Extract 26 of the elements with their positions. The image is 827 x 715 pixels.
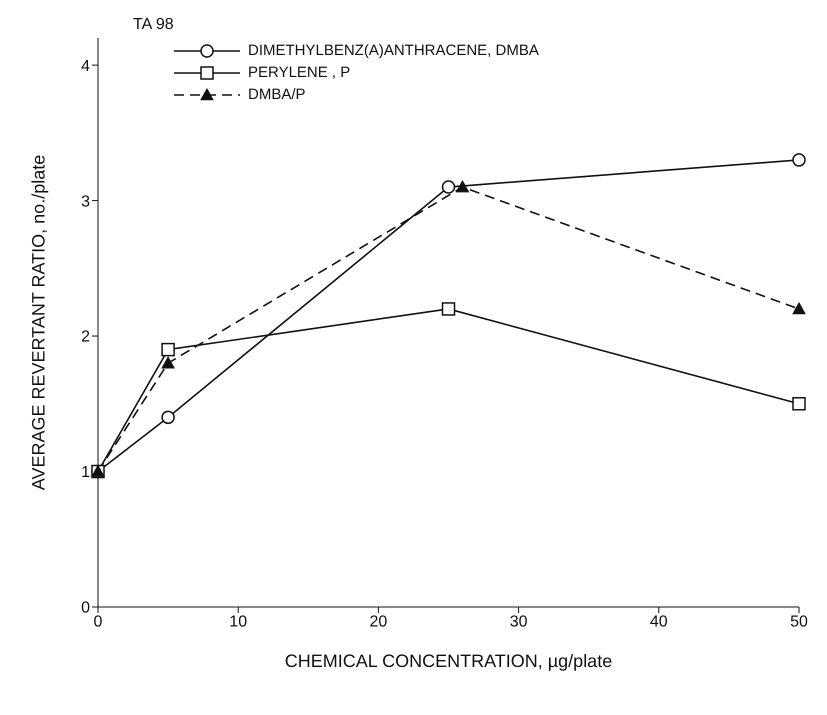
point [161, 342, 175, 356]
x-tick-label: 40 [650, 613, 668, 630]
x-tick-label: 0 [94, 613, 103, 630]
x-tick-label: 50 [790, 613, 808, 630]
x-axis-title: CHEMICAL CONCENTRATION, µg/plate [284, 651, 612, 671]
y-tick-label: 1 [81, 464, 90, 482]
x-tick-label: 20 [370, 613, 388, 630]
y-tick-label: 4 [81, 58, 90, 75]
point [161, 410, 175, 424]
point [792, 302, 806, 314]
point [442, 302, 456, 316]
legend-label: DIMETHYLBENZ(A)ANTHRACENE, DMBA [248, 41, 539, 61]
x-tick-label: 10 [229, 613, 248, 630]
point [162, 356, 175, 368]
legend-label: PERYLENE , P [248, 63, 350, 83]
legend-label: DMBA/P [248, 85, 306, 105]
point [792, 153, 806, 167]
y-tick-label: 3 [81, 193, 90, 210]
point [792, 397, 806, 411]
point [442, 180, 456, 194]
y-axis-title: AVERAGE REVERTANT RATIO, no./plate [28, 154, 48, 490]
point [456, 180, 470, 192]
y-tick-label: 2 [81, 328, 90, 346]
y-tick-label: 0 [81, 600, 90, 617]
x-tick-label: 30 [510, 613, 528, 630]
chart-title: TA 98 [133, 16, 174, 34]
